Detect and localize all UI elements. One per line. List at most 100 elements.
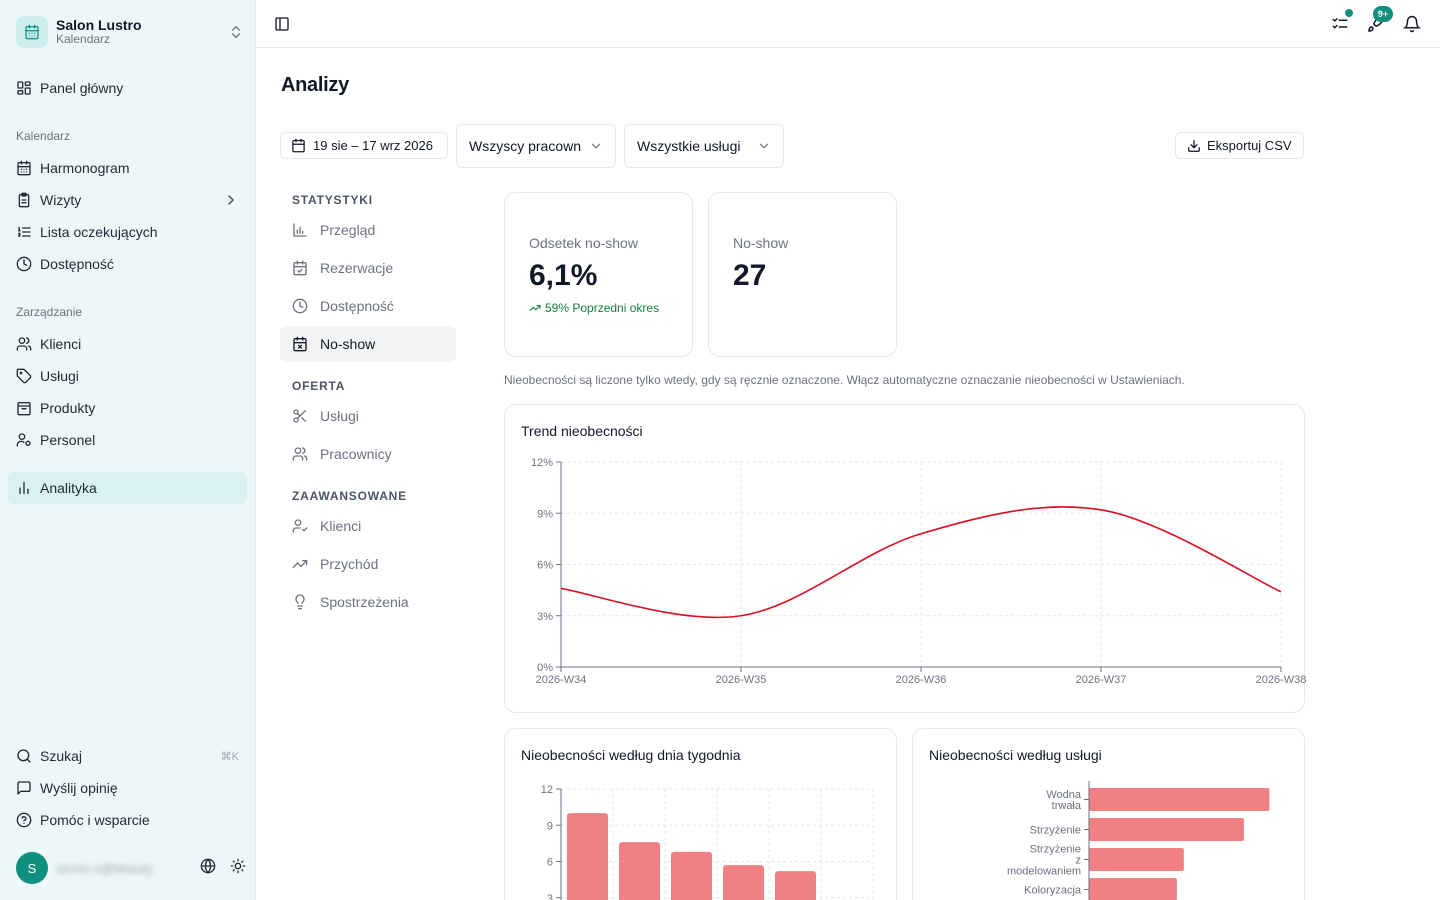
notification-badge: 9+ [1373,6,1393,22]
calendar-x-icon [293,336,307,352]
tab-bookings[interactable]: Rezerwacje [280,250,456,286]
weekday-bar [775,871,816,900]
tasks-dot-indicator [1344,8,1354,18]
employee-select[interactable]: Wszyscy pracown [456,124,616,168]
tab-services[interactable]: Usługi [280,398,456,434]
user-email: stonio.s@beauty [56,860,154,876]
lightbulb-icon [295,594,305,610]
sidebar-item-analytics[interactable]: Analityka [8,472,247,504]
calendar-check-icon [293,260,307,276]
download-icon [1188,139,1200,152]
nav-group-calendar: Kalendarz [16,129,71,143]
trending-up-icon [292,560,308,568]
employee-select-value: Wszyscy pracown [469,138,582,154]
sidebar-item-label: Szukaj [40,748,83,764]
x-tick-label: 2026-W38 [1256,674,1306,686]
workspace-switcher[interactable]: Salon Lustro Kalendarz [16,14,244,50]
sidebar-item-dashboard[interactable]: Panel główny [8,72,247,104]
scissors-icon [293,409,306,423]
category-label: trwała [1052,800,1082,812]
tab-label: Spostrzeżenia [320,594,409,610]
tab-overview[interactable]: Przegląd [280,212,456,248]
tab-clients[interactable]: Klienci [280,508,456,544]
chart-title: Trend nieobecności [521,423,643,439]
avatar[interactable]: S [16,852,48,884]
chart-card-weekday: Nieobecności według dnia tygodnia 3 6 9 12 [504,728,897,900]
tab-label: No-show [320,336,376,352]
stat-value: 6,1% [529,259,598,292]
stat-label: No-show [733,235,789,251]
y-tick-label: 0% [537,662,553,674]
list-checks-icon[interactable] [1328,8,1354,36]
bell-icon[interactable] [1400,12,1424,36]
tab-noshow[interactable]: No-show [280,326,456,362]
y-tick-label: 3% [537,611,553,623]
y-tick-label: 12 [541,784,553,796]
tab-revenue[interactable]: Przychód [280,546,456,582]
chevrons-up-down-icon [228,24,244,40]
sun-icon[interactable] [230,858,246,879]
sidebar-item-services[interactable]: Usługi [8,360,247,392]
salon-subtitle: Kalendarz [56,32,111,47]
export-csv-button[interactable]: Eksportuj CSV [1175,132,1304,159]
rocket-icon[interactable]: 9+ [1364,6,1393,36]
tab-label: Klienci [320,518,362,534]
sidebar-item-schedule[interactable]: Harmonogram [8,152,247,184]
sidebar-item-availability[interactable]: Dostępność [8,248,247,280]
service-bar-chart: WodnatrwałaStrzyżenieStrzyżeniezmodelowa… [1007,781,1270,900]
search-shortcut: ⌘K [220,750,239,763]
stat-trend-label: 59% Poprzedni okres [545,301,660,315]
tab-employees[interactable]: Pracownicy [280,436,456,472]
service-bar [1089,848,1184,871]
salon-name: Salon Lustro [56,17,142,34]
chart-card-trend: Trend nieobecności 0% 3% 6% 9% 12% 2026-W34 20… [504,404,1306,713]
user-cog-icon [16,433,31,447]
sidebar-item-label: Dostępność [40,256,114,272]
stat-card-noshow-count: No-show 27 [708,192,897,357]
tab-label: Przychód [320,556,379,572]
sidebar-item-products[interactable]: Produkty [8,392,247,424]
bar-chart-icon [293,223,307,237]
y-tick-label: 9 [547,820,553,832]
stat-value: 27 [733,259,767,292]
sidebar-item-visits[interactable]: Wizyty [8,184,247,216]
user-menu[interactable]: S stonio.s@beauty [16,852,246,884]
sidebar-item-feedback[interactable]: Wyślij opinię [8,772,247,804]
subnav-group-advanced: ZAAWANSOWANE [292,489,407,503]
sidebar-toggle-icon[interactable] [272,14,292,34]
sidebar-item-staff[interactable]: Personel [8,424,247,456]
sidebar-item-label: Pomóc i wsparcie [40,812,150,828]
sidebar-item-label: Personel [40,432,96,448]
clipboard-list-icon [18,192,30,208]
globe-icon[interactable] [200,858,216,879]
date-range-picker[interactable]: 19 sie – 17 wrz 2026 [280,132,448,159]
sidebar-item-clients[interactable]: Klienci [8,328,247,360]
tab-label: Usługi [320,408,359,424]
sidebar-item-waitlist[interactable]: Lista oczekujących [8,216,247,248]
search-icon [17,749,31,763]
y-tick-label: 6% [537,560,553,572]
chevron-down-icon [589,139,603,153]
service-select-value: Wszystkie usługi [637,138,741,154]
sidebar-item-search[interactable]: Szukaj ⌘K [8,740,247,772]
sidebar-item-label: Klienci [40,336,82,352]
tab-label: Rezerwacje [320,260,394,276]
x-tick-label: 2026-W35 [716,674,767,686]
tab-insights[interactable]: Spostrzeżenia [280,584,456,620]
user-check-icon [292,519,308,533]
sidebar-item-help[interactable]: Pomóc i wsparcie [8,804,247,836]
tab-availability[interactable]: Dostępność [280,288,456,324]
date-range-label: 19 sie – 17 wrz 2026 [313,138,433,153]
service-select[interactable]: Wszystkie usługi [624,124,784,168]
layout-dashboard-icon [17,81,31,95]
package-icon [17,402,31,416]
export-csv-label: Eksportuj CSV [1207,138,1292,153]
x-tick-label: 2026-W34 [536,674,587,686]
service-bar [1089,878,1177,900]
info-note: Nieobecności są liczone tylko wtedy, gdy… [504,373,1185,387]
tab-label: Przegląd [320,222,376,238]
chevron-right-icon [223,192,239,208]
trend-line-chart: 0% 3% 6% 9% 12% 2026-W34 2026-W35 2026-W36 2026-… [531,457,1306,686]
weekday-bar [723,865,764,900]
sidebar-item-label: Wyślij opinię [40,780,118,796]
